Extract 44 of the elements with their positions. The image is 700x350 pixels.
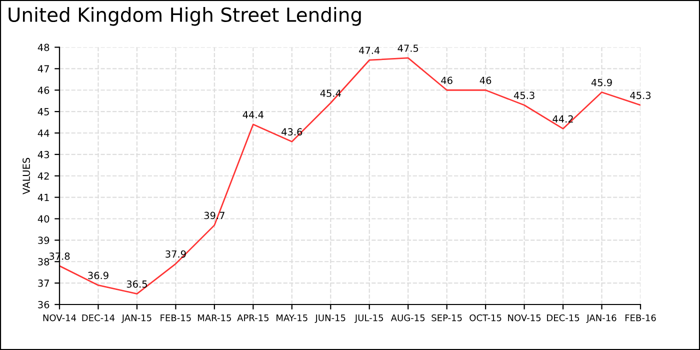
data-label: 45.9: [591, 78, 612, 86]
data-label: 44.4: [242, 111, 264, 118]
x-tick-label: JAN-16: [586, 314, 616, 323]
y-tick-label: 48: [38, 44, 50, 52]
y-tick-label: 39: [38, 236, 50, 244]
y-tick-label: 38: [38, 258, 50, 266]
data-label: 43.6: [282, 128, 302, 136]
x-tick-label: OCT-15: [470, 314, 502, 322]
x-tick-label: JUL-15: [354, 314, 384, 323]
x-tick-label: NOV-15: [508, 314, 541, 322]
x-tick-label: DEC-15: [547, 314, 580, 322]
data-label: 46: [480, 76, 492, 84]
x-tick-label: DEC-14: [82, 314, 115, 322]
x-tick-label: MAR-15: [198, 314, 231, 322]
data-label: 36.9: [88, 272, 108, 280]
data-label: 47.4: [359, 46, 380, 54]
x-tick-label: MAY-15: [276, 314, 308, 322]
data-label: 46: [441, 76, 452, 84]
y-tick-label: 44: [38, 130, 50, 137]
x-tick-label: APR-15: [237, 314, 269, 322]
y-tick-label: 45: [38, 108, 49, 116]
y-tick-label: 40: [38, 215, 50, 223]
x-tick-label: FEB-15: [160, 314, 191, 322]
chart-title: United Kingdom High Street Lending: [8, 7, 361, 26]
data-label: 47.5: [398, 44, 418, 52]
x-tick-label: NOV-14: [43, 314, 76, 322]
y-tick-label: 46: [38, 86, 50, 94]
data-label: 44.2: [552, 115, 573, 123]
data-label: 45.3: [514, 92, 534, 100]
y-axis-title: VALUES: [22, 158, 30, 194]
x-tick-label: JAN-15: [121, 314, 152, 323]
y-tick-label: 42: [38, 172, 49, 180]
y-tick-label: 37: [38, 280, 49, 287]
x-tick-label: FEB-16: [625, 314, 656, 322]
data-label: 36.5: [126, 280, 147, 288]
x-tick-label: JUN-15: [314, 314, 346, 323]
y-tick-label: 47: [38, 65, 49, 72]
y-tick-label: 41: [38, 194, 49, 202]
data-label: 45.3: [630, 92, 651, 100]
y-tick-label: 43: [38, 150, 49, 158]
x-tick-label: AUG-15: [390, 314, 425, 322]
data-label: 37.9: [166, 250, 186, 258]
y-tick-label: 36: [38, 300, 50, 308]
x-tick-label: SEP-15: [432, 314, 462, 322]
